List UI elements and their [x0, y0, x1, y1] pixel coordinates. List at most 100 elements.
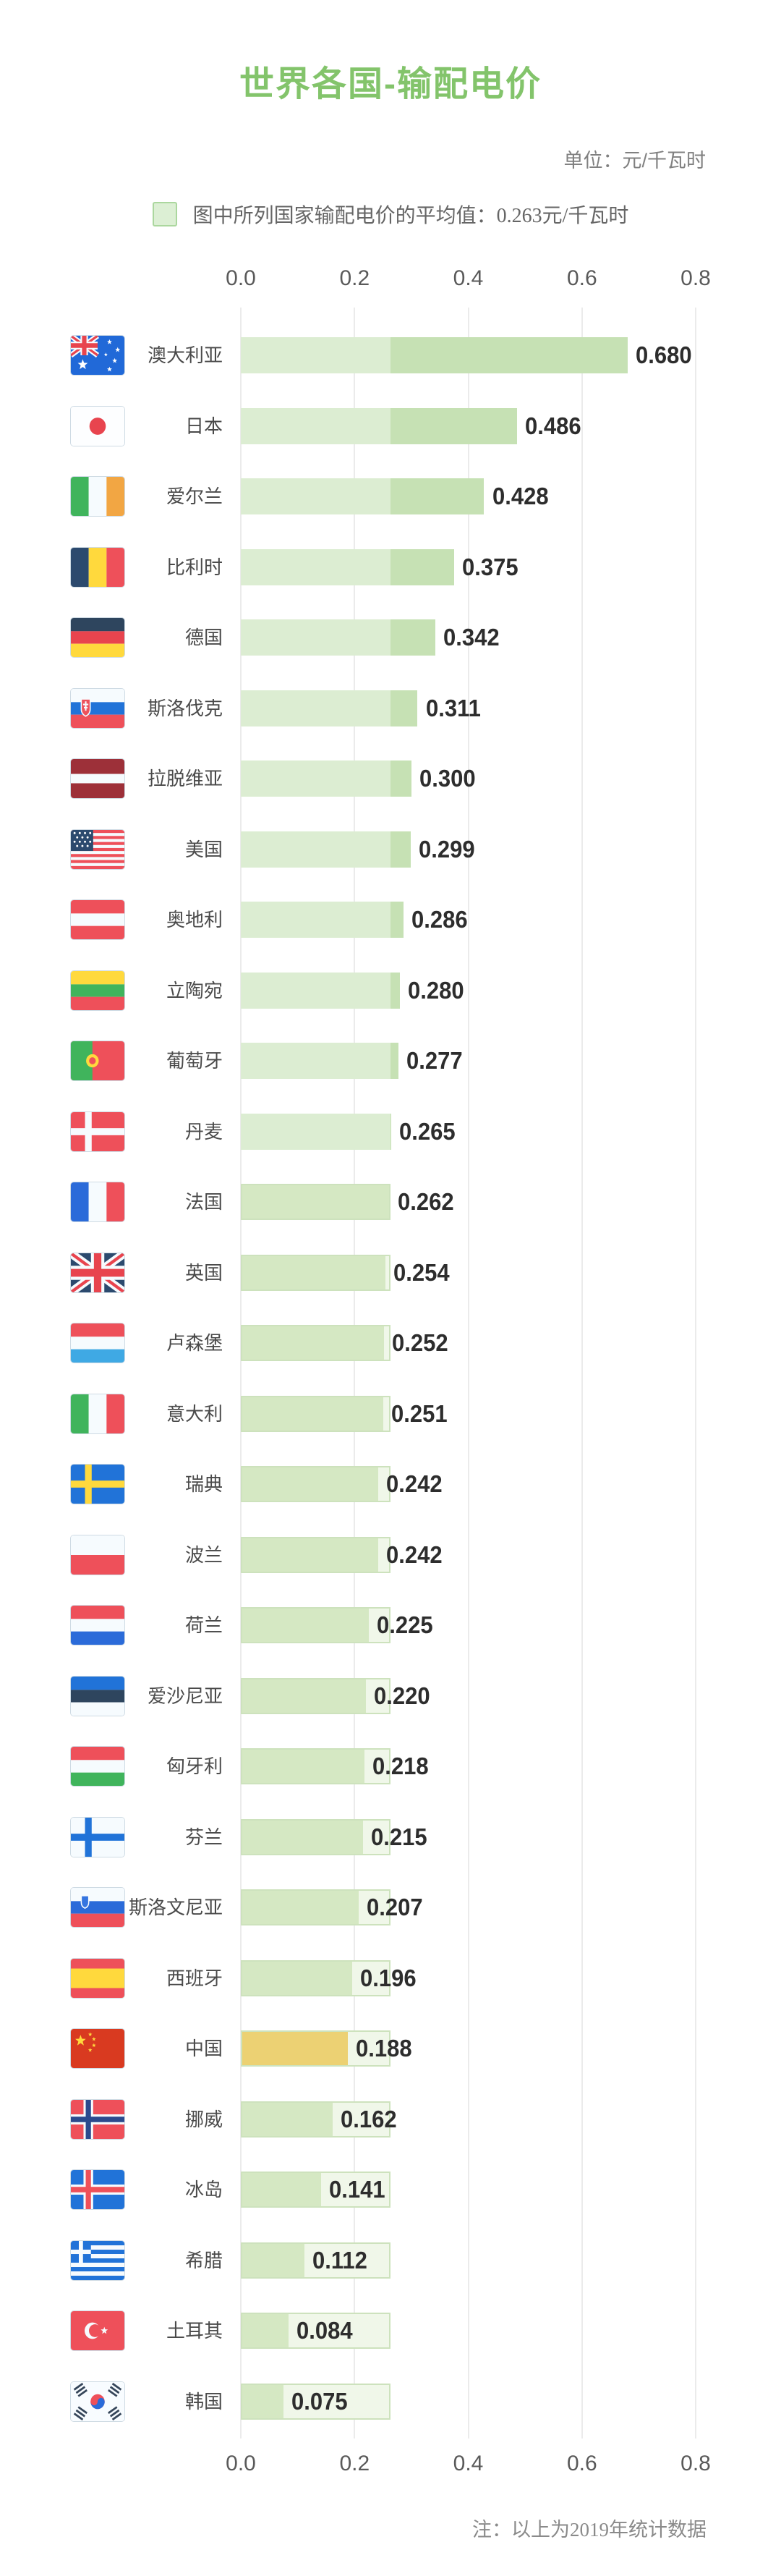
value-bar-below-average-segment: [241, 337, 390, 373]
value-bar: [241, 2242, 305, 2279]
average-band-outline: [241, 1536, 390, 1573]
country-label: 芬兰: [184, 1826, 223, 1848]
country-label: 法国: [184, 1191, 223, 1213]
axis-tick-label-bottom: 0.0: [226, 2452, 256, 2475]
flag-gr-icon: [71, 2240, 124, 2280]
value-bar-above-average-segment: [390, 760, 411, 797]
axis-tick-label-top: 0.8: [680, 266, 711, 290]
value-label: 0.311: [425, 694, 481, 721]
value-bar: [241, 2101, 333, 2138]
value-label: 0.242: [386, 1541, 443, 1568]
average-band-outline: [241, 1889, 390, 1925]
average-band-outline: [241, 2030, 390, 2067]
country-label: 波兰: [184, 1543, 223, 1566]
flag-fi-icon: [71, 1817, 124, 1857]
country-label: 希腊: [184, 2249, 223, 2271]
value-label: 0.300: [419, 765, 476, 792]
average-band-outline: [241, 1959, 390, 1996]
gridline: [467, 308, 469, 2439]
flag-cn-icon: [71, 2029, 124, 2068]
value-label: 0.375: [461, 553, 518, 580]
average-band-outline: [241, 1607, 390, 1643]
axis-tick-label-bottom: 0.4: [453, 2452, 484, 2475]
value-bar: [241, 1536, 379, 1573]
country-label: 韩国: [184, 2390, 223, 2412]
average-band-outline: [241, 1184, 390, 1220]
flag-pl-icon: [71, 1535, 124, 1575]
country-label: 奥地利: [166, 909, 223, 931]
flag-dk-icon: [71, 1111, 124, 1151]
average-band-outline: [241, 2383, 390, 2420]
average-band-outline: [241, 2101, 390, 2138]
flag-kr-icon: [71, 2381, 124, 2421]
value-bar-below-average-segment: [241, 972, 390, 1009]
value-label: 0.225: [376, 1611, 433, 1638]
flag-us-icon: [71, 829, 124, 869]
flag-no-icon: [71, 2099, 124, 2139]
footnote: 注：以上为2019年统计数据: [472, 2519, 707, 2541]
value-bar: [241, 1959, 353, 1996]
axis-tick-label-top: 0.6: [566, 266, 597, 290]
country-label: 斯洛伐克: [147, 697, 223, 719]
value-label: 0.265: [399, 1117, 456, 1145]
value-bar: [241, 1254, 385, 1291]
country-label: 美国: [184, 838, 223, 860]
value-bar: [241, 1677, 366, 1714]
country-label: 英国: [184, 1261, 223, 1284]
gridline: [695, 308, 696, 2439]
average-band-outline: [241, 1677, 390, 1714]
country-label: 德国: [184, 627, 223, 648]
value-bar: [241, 1466, 379, 1502]
axis-tick-label-top: 0.4: [453, 266, 484, 290]
value-bar: [241, 1607, 369, 1643]
value-bar-below-average-segment: [241, 1043, 390, 1079]
flag-nl-icon: [71, 1606, 124, 1645]
flag-si-icon: [71, 1888, 124, 1927]
average-band-outline: [241, 2313, 390, 2349]
axis-tick-label-top: 0.0: [226, 266, 256, 290]
country-label: 中国: [184, 2038, 223, 2059]
value-label: 0.486: [525, 412, 581, 439]
axis-tick-label-bottom: 0.6: [566, 2452, 597, 2475]
flag-jp-icon: [71, 406, 124, 446]
average-band-outline: [241, 1748, 390, 1784]
value-label: 0.218: [372, 1753, 430, 1779]
value-bar-below-average-segment: [241, 478, 390, 514]
value-label: 0.277: [406, 1047, 463, 1074]
country-label: 挪威: [184, 2108, 223, 2130]
flag-es-icon: [71, 1958, 124, 1998]
value-bar-below-average-segment: [241, 619, 390, 656]
average-band-outline: [241, 1466, 390, 1502]
flag-gb-icon: [71, 1253, 124, 1292]
flag-hu-icon: [71, 1747, 124, 1786]
value-label: 0.342: [443, 624, 500, 651]
gridline: [354, 308, 356, 2439]
value-label: 0.251: [391, 1399, 448, 1427]
average-band-outline: [241, 2172, 390, 2208]
country-label: 日本: [184, 415, 223, 437]
value-bar-above-average-segment: [390, 407, 518, 444]
value-bar: [241, 2172, 321, 2208]
country-label: 卢森堡: [166, 1332, 223, 1354]
value-bar: [241, 2313, 289, 2349]
value-bar-below-average-segment: [241, 1113, 390, 1150]
average-band-outline: [241, 1395, 390, 1432]
value-bar: [241, 2030, 348, 2067]
value-bar-above-average-segment: [390, 690, 418, 726]
value-label: 0.196: [360, 1964, 417, 1991]
axis-tick-label-top: 0.2: [339, 266, 370, 290]
value-bar-above-average-segment: [390, 619, 435, 656]
flag-se-icon: [71, 1465, 124, 1504]
gridline: [240, 308, 242, 2439]
legend-label: 图中所列国家输配电价的平均值：0.263元/千瓦时: [192, 205, 629, 227]
value-bar: [241, 1748, 365, 1784]
value-bar: [241, 1889, 359, 1925]
flag-fr-icon: [71, 1182, 124, 1221]
country-label: 澳大利亚: [147, 344, 223, 366]
flag-lt-icon: [71, 970, 124, 1010]
value-bar: [241, 1395, 384, 1432]
country-label: 葡萄牙: [166, 1050, 223, 1072]
value-bar-above-average-segment: [390, 337, 628, 373]
